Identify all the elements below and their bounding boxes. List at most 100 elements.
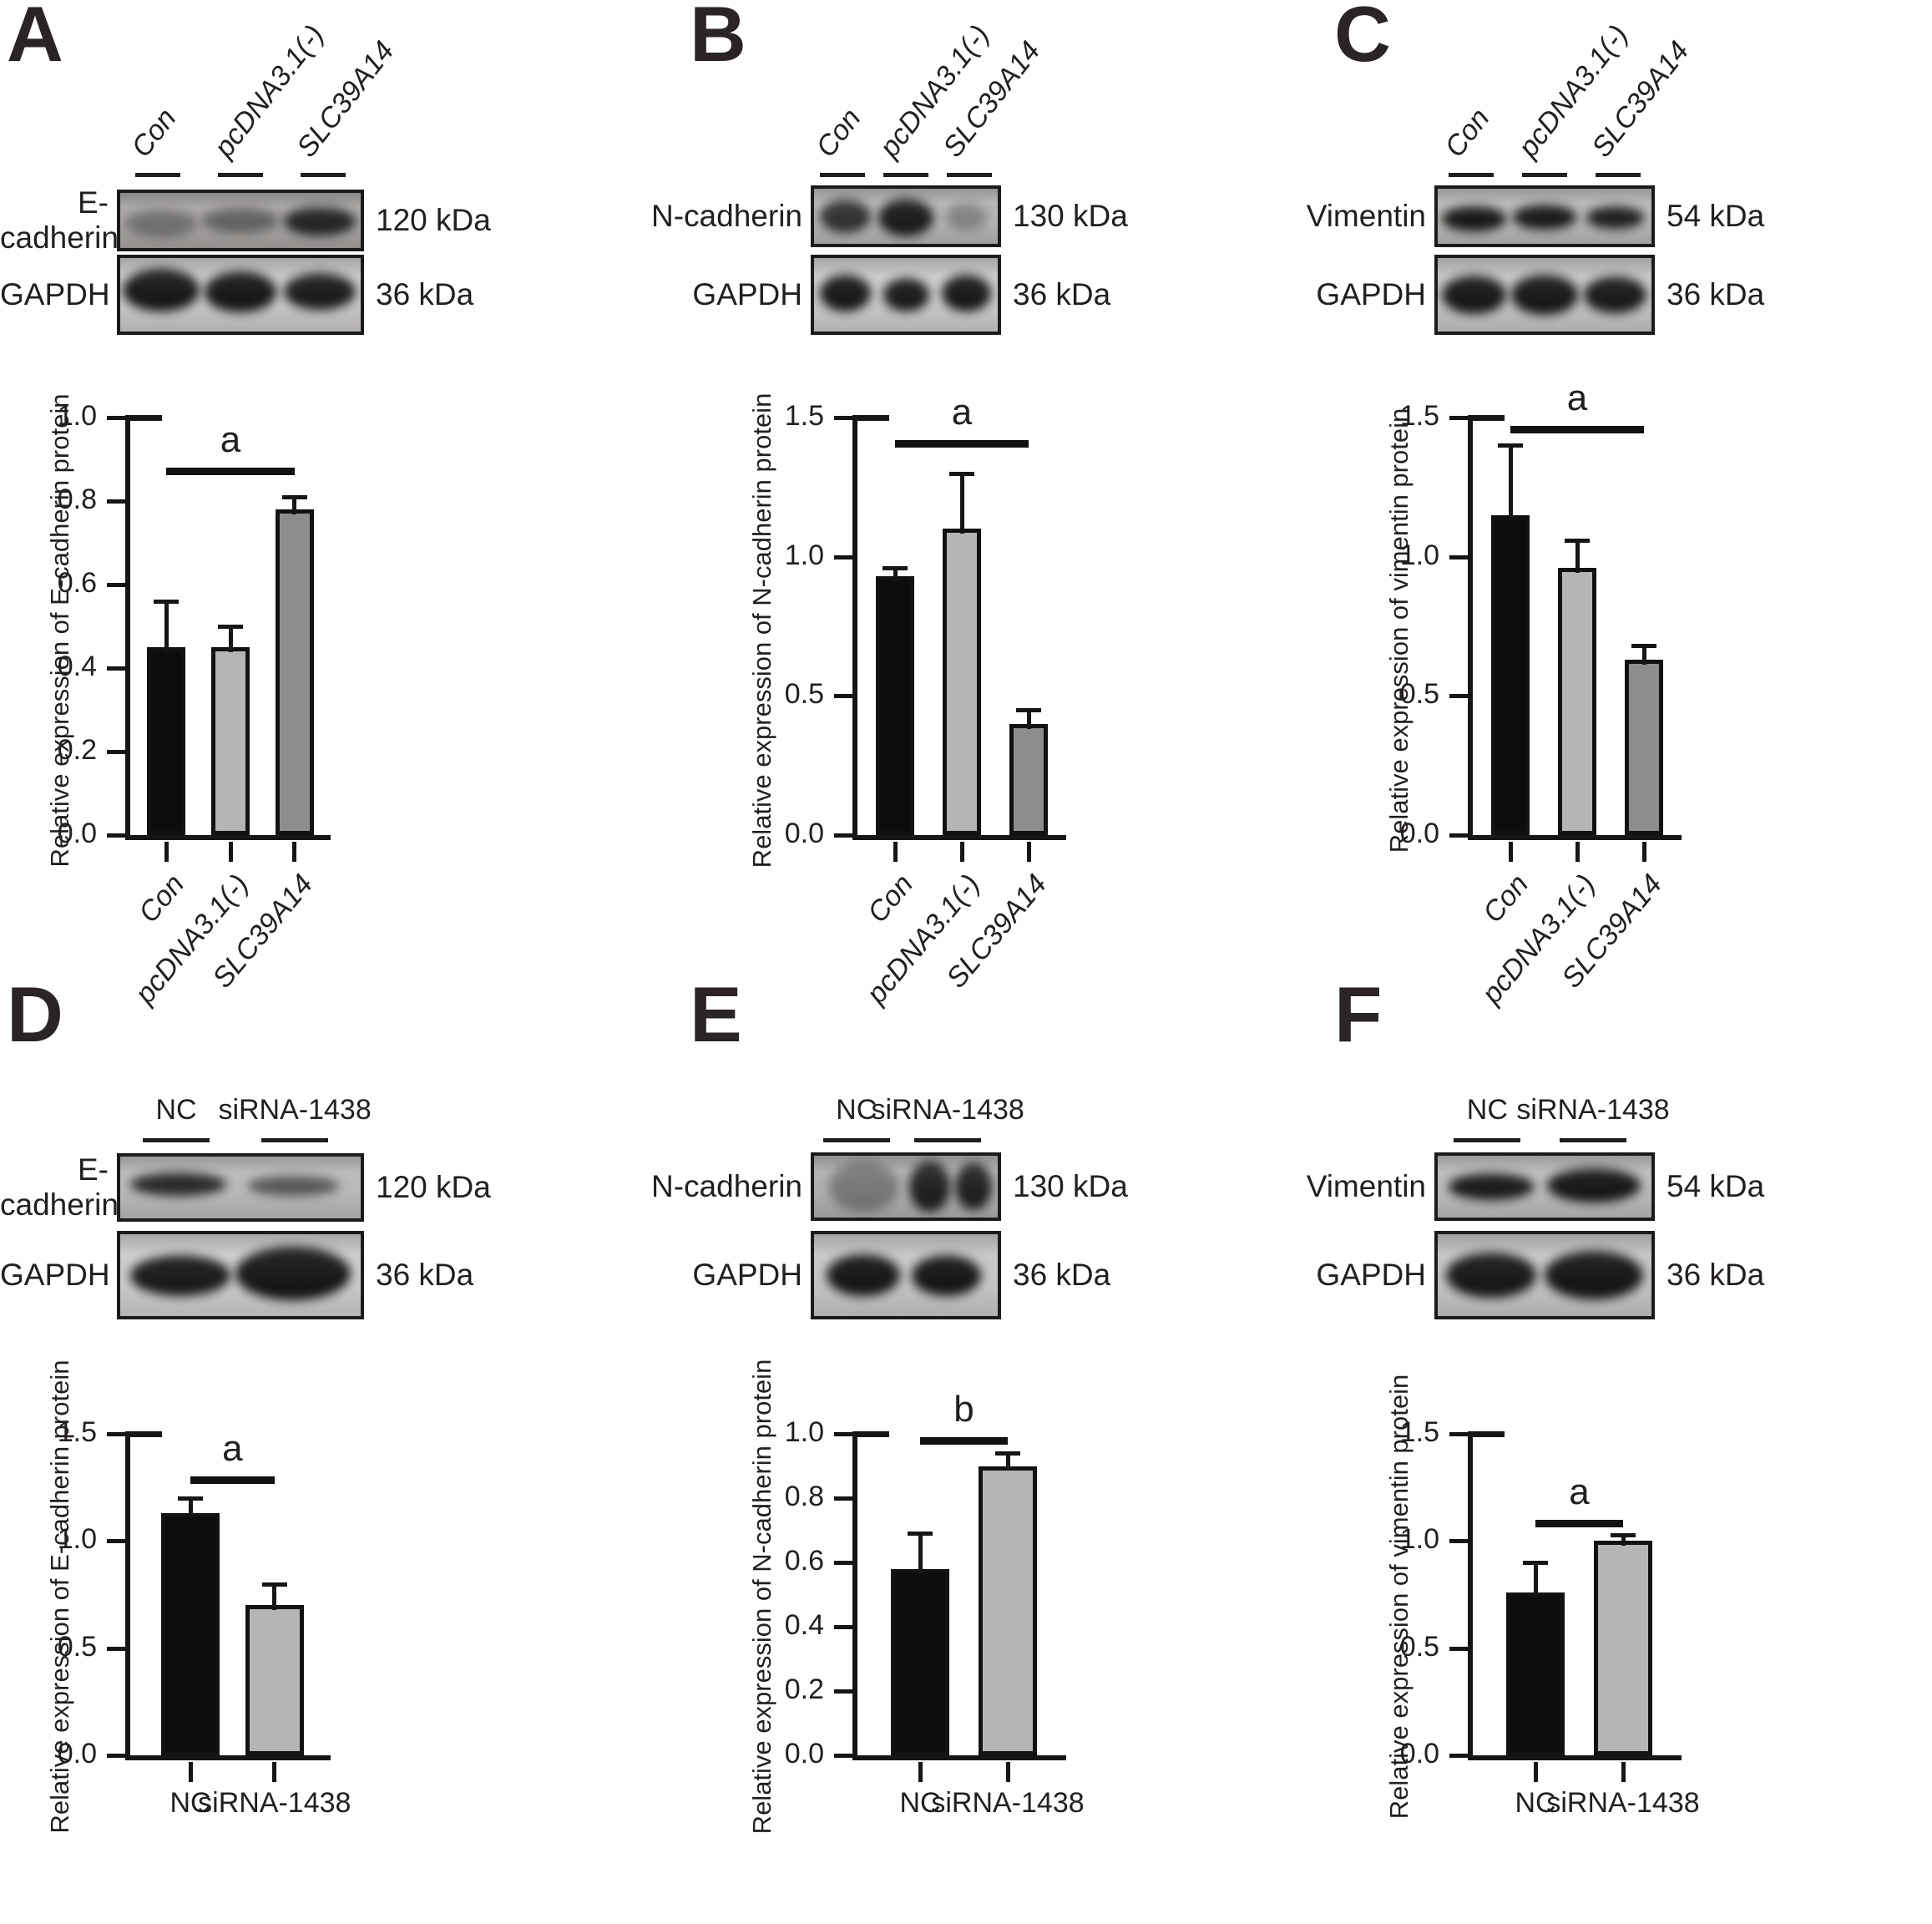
protein-label: Vimentin [1306, 199, 1426, 233]
molecular-weight-label: 36 kDa [1666, 1258, 1765, 1292]
blot-image [117, 190, 364, 251]
error-bar-cap [281, 495, 307, 499]
plot-area: 0.0 0.2 0.4 0.6 0.8 1.0 NC siRNA-1438 b [785, 1389, 1085, 1819]
y-tick-label: 0.0 [1399, 1738, 1439, 1770]
error-bar-cap [883, 566, 908, 570]
protein-band [1448, 1173, 1535, 1200]
y-tick [834, 833, 852, 838]
y-axis-label: Relative expression of vimentin protein [1384, 408, 1414, 853]
protein-band [247, 1175, 340, 1196]
error-bar-cap [154, 600, 180, 604]
error-bar-cap [1523, 1561, 1548, 1565]
x-tick [1026, 842, 1031, 862]
y-tick [1449, 1432, 1468, 1436]
bar [1506, 1592, 1565, 1755]
protein-band [235, 1246, 352, 1301]
x-tick [1508, 842, 1513, 862]
y-tick-label: 0.4 [784, 1609, 824, 1641]
y-tick [107, 1646, 125, 1651]
y-tick-label: 1.0 [57, 400, 97, 432]
y-tick [834, 1432, 852, 1436]
protein-band [878, 198, 933, 236]
molecular-weight-label: 36 kDa [1013, 1258, 1111, 1292]
x-tick [1641, 842, 1646, 862]
y-tick-label: 0.5 [784, 678, 824, 711]
x-tick [292, 842, 297, 862]
lane-underline [300, 173, 346, 177]
error-bar-cap [1016, 708, 1041, 712]
molecular-weight-label: 130 kDa [1013, 1169, 1128, 1203]
error-bar [893, 568, 898, 581]
protein-band [283, 273, 357, 311]
protein-label: Vimentin [1306, 1169, 1426, 1203]
blot-image [811, 185, 1001, 247]
x-category-label: NC [899, 1787, 941, 1819]
axis-top-cap [125, 1431, 162, 1437]
bar-chart: Relative expression of vimentin protein … [1288, 962, 1932, 1924]
y-tick-label: 1.5 [784, 400, 824, 432]
axis-top-cap [125, 415, 162, 421]
error-bar [1005, 1453, 1010, 1471]
x-category-label: siRNA-1438 [198, 1787, 352, 1819]
error-bar [188, 1498, 193, 1518]
bar [211, 647, 250, 835]
molecular-weight-label: 54 kDa [1666, 199, 1765, 233]
panel-letter: C [1334, 0, 1391, 78]
y-tick-label: 0.6 [784, 1545, 824, 1577]
blot-row: Vimentin 54 kDa [1288, 1152, 1932, 1221]
error-bar [292, 497, 297, 514]
lane-labels: NC siRNA-1438 [811, 1094, 1024, 1142]
y-tick [107, 833, 125, 838]
y-tick-label: 1.0 [784, 539, 824, 571]
x-tick [188, 1762, 193, 1782]
y-tick-label: 0.0 [57, 818, 97, 849]
protein-band [1511, 275, 1578, 315]
y-tick-label: 0.8 [784, 1481, 824, 1512]
error-bar-cap [261, 1582, 287, 1587]
protein-band [124, 209, 198, 237]
significance-bar [895, 439, 1029, 448]
lane-labels: Con pcDNA3.1(-) SLC39A14 [1434, 0, 1695, 177]
y-tick [1449, 1539, 1468, 1544]
protein-band [1512, 205, 1577, 230]
y-tick [834, 1496, 852, 1501]
protein-band [1442, 276, 1506, 314]
error-bar [1533, 1562, 1538, 1597]
panel-letter: A [7, 0, 63, 78]
blot-row: GAPDH 36 kDa [0, 1231, 644, 1319]
panel-A: A Con pcDNA3.1(-) SLC39A14 E-cadherin 120 … [0, 0, 644, 1010]
y-tick [107, 1432, 125, 1436]
blot-image [1434, 1152, 1655, 1221]
blot-row: E-cadherin 120 kDa [0, 185, 644, 256]
significance-label: a [1569, 1471, 1590, 1512]
y-tick [834, 416, 852, 420]
protein-band [909, 1162, 950, 1212]
error-bar-cap [1611, 1532, 1636, 1537]
error-bar-cap [178, 1496, 203, 1501]
error-bar-cap [908, 1532, 933, 1537]
panel-D: D NC siRNA-1438 E-cadherin 120 kDa GAPDH … [0, 962, 644, 1924]
molecular-weight-label: 36 kDa [1666, 277, 1765, 311]
protein-band [122, 269, 200, 312]
bar [891, 1568, 949, 1755]
x-tick [959, 842, 964, 862]
molecular-weight-label: 120 kDa [376, 203, 491, 237]
y-tick [107, 499, 125, 504]
lane-labels: Con pcDNA3.1(-) SLC39A14 [810, 0, 1046, 177]
blot-row: GAPDH 36 kDa [644, 1231, 1287, 1319]
blot-image [1434, 1231, 1655, 1319]
blot-image [117, 1231, 364, 1319]
bar [1491, 514, 1530, 835]
y-tick-label: 1.5 [1399, 1416, 1439, 1448]
y-tick-label: 0.2 [57, 734, 97, 766]
significance-bar [1510, 426, 1644, 433]
lane-label: NC [836, 1094, 877, 1126]
protein-band [283, 207, 357, 236]
lane-underline [883, 173, 928, 177]
bar [943, 529, 981, 835]
error-bar-cap [1631, 644, 1656, 649]
protein-band [941, 275, 992, 312]
lane-underline [1522, 173, 1567, 177]
lane-underline [946, 173, 992, 177]
